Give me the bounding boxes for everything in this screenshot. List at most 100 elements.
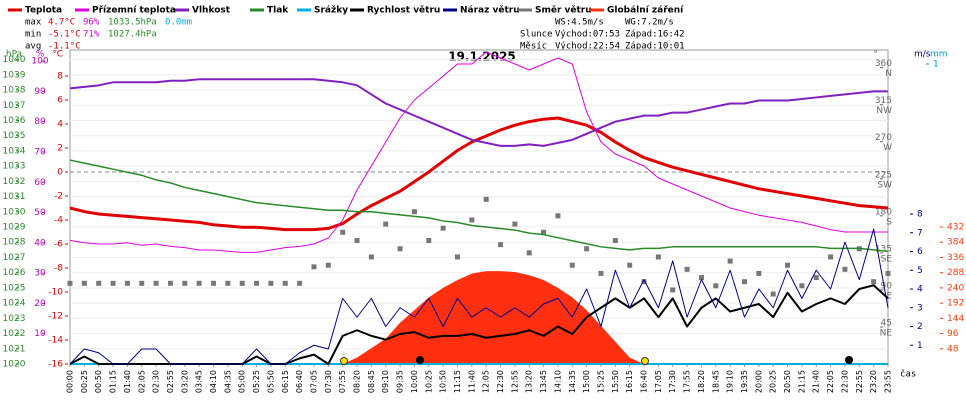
stat-value: 4.7°C — [48, 18, 75, 28]
axis-label: °C — [52, 50, 63, 60]
y-tick-label: 8 — [917, 210, 923, 220]
y-tick-label: -2 — [54, 192, 63, 202]
y-tick-label: -16 — [48, 360, 63, 370]
y-tick-label: 90 — [34, 87, 46, 97]
direction-point — [153, 280, 159, 286]
y-tick-label: 1025 — [3, 283, 26, 293]
series-line — [69, 78, 888, 147]
direction-point — [569, 262, 575, 268]
y-tick-label: 30 — [34, 269, 46, 279]
x-tick-label: 04:35 — [223, 370, 232, 393]
y-tick-label: 1037 — [3, 101, 26, 111]
x-tick-label: 12:05 — [482, 370, 491, 393]
y-tick-label: 135 — [875, 244, 892, 254]
direction-point — [397, 246, 403, 252]
direction-point — [612, 238, 618, 244]
y-tick-label: 1030 — [3, 207, 26, 217]
direction-point — [196, 280, 202, 286]
x-tick-label: 01:15 — [109, 370, 118, 393]
x-tick-label: 23:20 — [869, 370, 878, 393]
stat-value: 1033.5hPa — [108, 18, 157, 28]
x-tick-label: 04:10 — [209, 370, 218, 393]
moon-marker — [416, 356, 424, 364]
x-tick-label: 08:20 — [353, 370, 362, 393]
direction-point — [469, 217, 475, 223]
direction-point — [655, 254, 661, 260]
x-tick-label: 13:45 — [539, 370, 548, 393]
x-tick-label: 15:00 — [582, 370, 591, 393]
legend-label: Teplota — [25, 6, 62, 16]
x-tick-label: 09:10 — [381, 370, 390, 393]
stat-value: 71% — [83, 30, 100, 40]
y-tick-label: 1036 — [3, 116, 26, 126]
x-tick-label: 22:05 — [826, 370, 835, 393]
x-tick-label: 05:25 — [252, 370, 261, 393]
direction-point — [167, 280, 173, 286]
sun-marker — [340, 357, 348, 365]
y-tick-label: 1023 — [3, 314, 26, 324]
y-tick-label: -4 — [54, 216, 63, 226]
direction-point — [598, 270, 604, 276]
series-line — [69, 159, 889, 253]
x-tick-label: 20:00 — [754, 370, 763, 393]
stat-value: -1.1°C — [48, 42, 81, 52]
moon-label: Měsíc — [520, 42, 547, 52]
direction-point — [555, 213, 561, 219]
x-tick-label: 21:40 — [812, 370, 821, 393]
legend-label: Tlak — [267, 6, 289, 16]
x-tick-label: 11:15 — [453, 370, 462, 393]
y-tick-label: 270 — [875, 133, 892, 143]
direction-point — [512, 221, 518, 227]
y-tick-label: 45 — [881, 318, 892, 328]
stat-value: 0.0mm — [165, 18, 192, 28]
y-tick-label: 360 — [875, 59, 892, 69]
x-tick-label: 20:25 — [769, 370, 778, 393]
direction-point — [799, 283, 805, 289]
y-tick-label: 1027 — [3, 253, 26, 263]
axis-label: m/s — [914, 50, 931, 60]
y-tick-label: 1034 — [3, 146, 26, 156]
direction-point — [124, 280, 130, 286]
x-tick-label: 00:25 — [80, 370, 89, 393]
x-tick-label: 03:45 — [195, 370, 204, 393]
x-tick-label: 13:20 — [525, 370, 534, 393]
y-tick-label: 432 — [947, 223, 964, 233]
y-tick-label: 1032 — [3, 177, 26, 187]
compass-label: W — [883, 143, 892, 153]
direction-point — [454, 254, 460, 260]
x-tick-label: 14:10 — [553, 370, 562, 393]
stat-value: 96% — [83, 18, 100, 28]
direction-point — [81, 280, 87, 286]
y-tick-label: 1029 — [3, 223, 26, 233]
x-axis-label: čas — [900, 369, 916, 380]
direction-point — [426, 238, 432, 244]
x-tick-label: 19:10 — [726, 370, 735, 393]
direction-point — [383, 221, 389, 227]
direction-point — [627, 262, 633, 268]
legend-label: Rychlost větru — [367, 5, 440, 16]
direction-point — [354, 238, 360, 244]
y-tick-label: 384 — [947, 238, 964, 248]
direction-point — [741, 279, 747, 285]
stat-value: -5.1°C — [48, 30, 81, 40]
x-tick-label: 22:30 — [840, 370, 849, 393]
compass-label: E — [886, 291, 892, 301]
x-tick-label: 05:50 — [266, 370, 275, 393]
series-line — [69, 51, 888, 253]
y-tick-label: 1022 — [3, 329, 26, 339]
direction-point — [282, 280, 288, 286]
x-tick-label: 06:15 — [281, 370, 290, 393]
y-tick-label: 1026 — [3, 268, 26, 278]
y-tick-label: 10 — [34, 329, 46, 339]
x-tick-label: 12:30 — [496, 370, 505, 393]
x-tick-label: 02:05 — [137, 370, 146, 393]
sun-label: Slunce — [520, 30, 553, 40]
compass-label: NE — [880, 328, 893, 338]
x-tick-label: 17:55 — [683, 370, 692, 393]
direction-point — [182, 280, 188, 286]
y-tick-label: 1038 — [3, 86, 26, 96]
y-tick-label: 1035 — [3, 131, 26, 141]
axis-label: % — [36, 50, 45, 60]
y-tick-label: -8 — [54, 264, 63, 274]
x-tick-label: 10:25 — [424, 370, 433, 393]
